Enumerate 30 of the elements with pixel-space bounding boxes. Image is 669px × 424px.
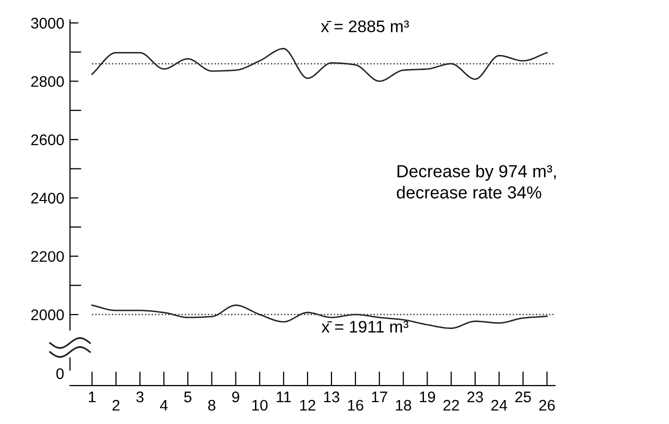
x-tick-label: 10 [252,400,268,411]
x-tick-label: 22 [443,400,459,411]
annotation: x̄ = 1911 m³ [322,320,408,333]
x-tick-label: 5 [184,392,192,402]
y-tick-label: 2600 [31,134,64,146]
x-tick-label: 11 [276,392,291,402]
x-tick-label: 25 [515,392,531,402]
x-tick-label: 3 [136,392,144,402]
x-tick-label: 16 [348,400,364,411]
x-tick-label: 26 [539,400,555,411]
text: 0 [56,368,64,380]
x-tick-label: 13 [324,392,340,402]
x-tick-label: 19 [420,392,436,402]
x-tick-label: 18 [396,400,412,411]
y-tick-label: 2800 [31,76,64,87]
x-tick-label: 12 [300,400,316,411]
x-tick-label: 1 [88,392,96,402]
annotation: Decrease by 974 m³, decrease rate 34% [396,164,556,199]
annotation: x̄ = 2885 m³ [320,20,409,32]
y-tick-label: 3000 [31,18,64,29]
x-tick-label: 23 [467,392,483,402]
x-tick-label: 9 [232,392,240,402]
y-tick-label: 2400 [31,192,64,204]
x-tick-label: 4 [160,400,168,411]
x-tick-label: 8 [208,400,216,411]
x-tick-label: 2 [112,400,120,411]
y-tick-label: 2200 [31,251,64,262]
x-tick-label: 17 [372,392,388,402]
x-tick-label: 24 [491,400,508,411]
y-tick-label: 2000 [31,309,64,320]
